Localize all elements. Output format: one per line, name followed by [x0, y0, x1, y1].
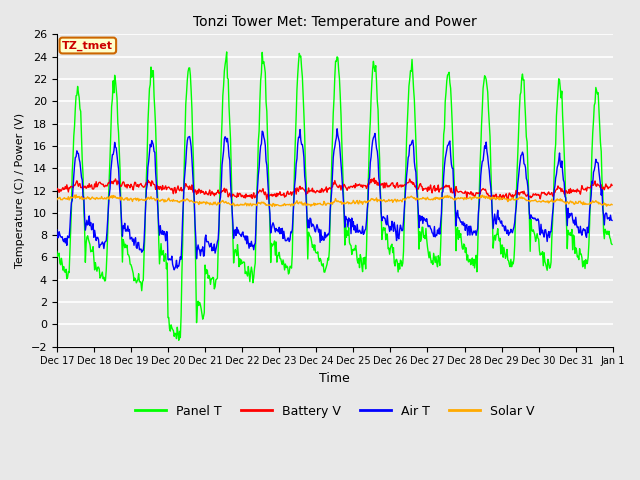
Air T	[177, 256, 185, 262]
Solar V	[420, 195, 428, 201]
Air T	[207, 243, 214, 249]
Panel T	[608, 241, 616, 247]
Battery V	[371, 175, 378, 181]
Battery V	[206, 187, 214, 193]
Battery V	[608, 182, 616, 188]
Panel T	[53, 249, 61, 254]
Text: TZ_tmet: TZ_tmet	[62, 40, 113, 51]
Legend: Panel T, Battery V, Air T, Solar V: Panel T, Battery V, Air T, Solar V	[130, 400, 540, 423]
Panel T	[175, 337, 182, 343]
Panel T	[207, 281, 214, 287]
Battery V	[177, 187, 184, 193]
Solar V	[72, 192, 80, 198]
Air T	[120, 226, 128, 231]
Solar V	[53, 197, 61, 203]
Air T	[170, 267, 178, 273]
Air T	[63, 242, 70, 248]
Battery V	[403, 180, 410, 186]
Solar V	[404, 194, 412, 200]
Title: Tonzi Tower Met: Temperature and Power: Tonzi Tower Met: Temperature and Power	[193, 15, 477, 29]
Solar V	[268, 204, 276, 209]
Solar V	[63, 195, 70, 201]
Solar V	[121, 196, 129, 202]
Panel T	[63, 276, 70, 282]
Line: Panel T: Panel T	[57, 52, 612, 340]
Battery V	[120, 180, 128, 185]
Panel T	[223, 49, 230, 55]
Air T	[420, 215, 428, 220]
Battery V	[504, 198, 511, 204]
Air T	[53, 227, 61, 233]
Panel T	[177, 312, 185, 318]
Panel T	[420, 235, 428, 240]
Line: Solar V: Solar V	[57, 195, 612, 206]
Line: Battery V: Battery V	[57, 178, 612, 201]
Air T	[608, 217, 616, 223]
Line: Air T: Air T	[57, 129, 612, 270]
Solar V	[177, 198, 185, 204]
Y-axis label: Temperature (C) / Power (V): Temperature (C) / Power (V)	[15, 113, 25, 268]
Battery V	[53, 187, 61, 192]
Air T	[404, 165, 412, 170]
Battery V	[63, 182, 70, 188]
Air T	[333, 126, 341, 132]
X-axis label: Time: Time	[319, 372, 350, 385]
Panel T	[404, 119, 412, 124]
Panel T	[120, 240, 128, 246]
Battery V	[419, 188, 427, 193]
Solar V	[207, 200, 214, 206]
Solar V	[608, 202, 616, 207]
